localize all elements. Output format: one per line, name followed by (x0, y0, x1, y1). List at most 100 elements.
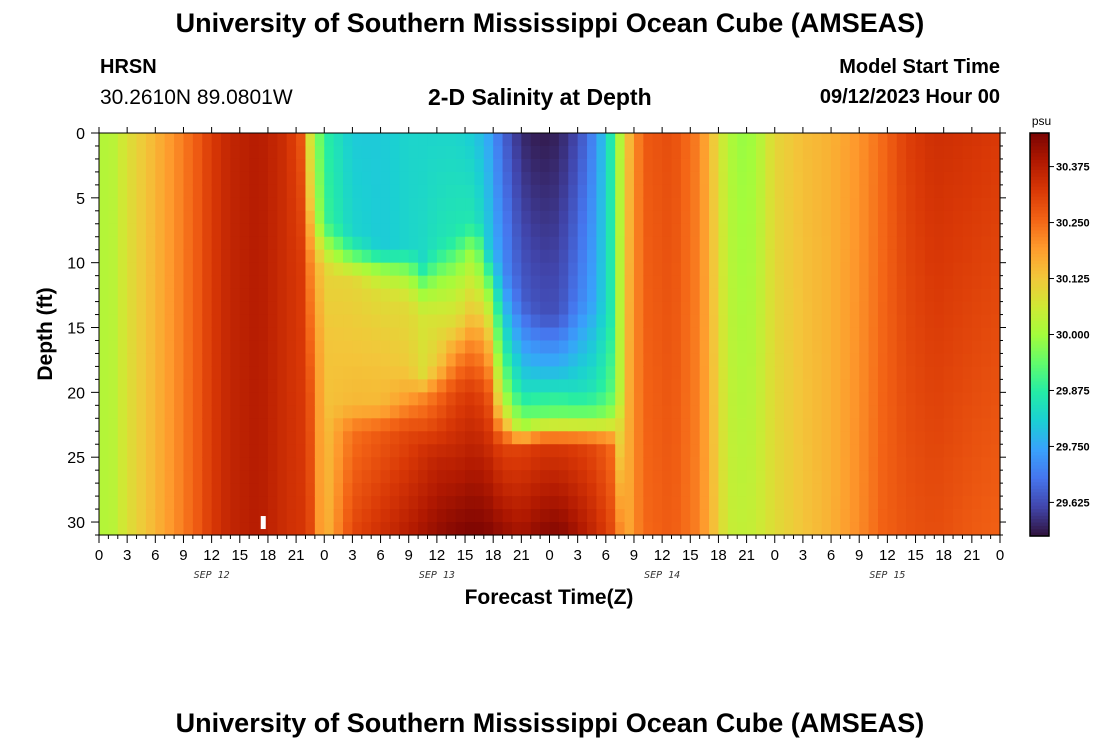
heatmap-cell (633, 184, 644, 199)
heatmap-cell (305, 353, 316, 368)
heatmap-cell (690, 483, 701, 497)
heatmap-cell (521, 327, 532, 342)
heatmap-cell (352, 522, 363, 536)
heatmap-cell (483, 353, 494, 368)
heatmap-cell (540, 288, 551, 303)
heatmap-cell (906, 184, 917, 199)
heatmap-cell (755, 509, 766, 523)
heatmap-cell (502, 483, 513, 497)
heatmap-cell (446, 470, 457, 484)
x-tick-label: 15 (457, 547, 474, 564)
heatmap-cell (483, 392, 494, 406)
heatmap-cell (239, 288, 250, 303)
heatmap-cell (174, 405, 185, 419)
heatmap-cell (493, 158, 504, 173)
heatmap-cell (793, 158, 804, 173)
heatmap-cell (718, 509, 729, 523)
heatmap-cell (981, 340, 992, 355)
heatmap-cell (371, 133, 382, 147)
heatmap-cell (455, 171, 466, 186)
heatmap-cell (596, 288, 607, 303)
heatmap-cell (802, 431, 813, 445)
x-tick-label: 21 (964, 547, 981, 564)
heatmap-cell (887, 301, 898, 316)
heatmap-cell (802, 379, 813, 393)
heatmap-cell (408, 509, 419, 523)
heatmap-cell (474, 522, 485, 536)
heatmap-cell (615, 470, 626, 484)
heatmap-cell (436, 366, 447, 380)
heatmap-cell (962, 470, 973, 484)
heatmap-cell (962, 431, 973, 445)
colorbar-segment (1030, 257, 1049, 262)
heatmap-cell (633, 288, 644, 303)
heatmap-cell (333, 353, 344, 368)
heatmap-cell (755, 133, 766, 147)
heatmap-cell (924, 262, 935, 277)
heatmap-cell (802, 418, 813, 432)
heatmap-cell (746, 444, 757, 458)
heatmap-cell (831, 509, 842, 523)
heatmap-cell (962, 509, 973, 523)
heatmap-cell (596, 236, 607, 251)
heatmap-cell (727, 262, 738, 277)
heatmap-cell (887, 171, 898, 186)
heatmap-cell (652, 171, 663, 186)
heatmap-cell (615, 457, 626, 471)
heatmap-cell (605, 158, 616, 173)
heatmap-cell (765, 145, 776, 160)
heatmap-cell (840, 275, 851, 290)
heatmap-cell (765, 275, 776, 290)
heatmap-cell (558, 288, 569, 303)
heatmap-cell (699, 444, 710, 458)
heatmap-cell (812, 314, 823, 329)
heatmap-cell (371, 184, 382, 199)
heatmap-cell (305, 314, 316, 329)
heatmap-cell (849, 340, 860, 355)
heatmap-cell (117, 275, 128, 290)
heatmap-cell (361, 288, 372, 303)
heatmap-cell (493, 457, 504, 471)
heatmap-cell (549, 275, 560, 290)
heatmap-cell (924, 145, 935, 160)
heatmap-cell (849, 522, 860, 536)
heatmap-cell (802, 444, 813, 458)
heatmap-cell (324, 133, 335, 147)
heatmap-cell (727, 145, 738, 160)
heatmap-cell (652, 262, 663, 277)
heatmap-cell (784, 405, 795, 419)
heatmap-cell (812, 327, 823, 342)
heatmap-cell (540, 431, 551, 445)
heatmap-cell (690, 392, 701, 406)
heatmap-cell (127, 133, 138, 147)
heatmap-cell (690, 353, 701, 368)
heatmap-cell (221, 483, 231, 497)
heatmap-cell (249, 353, 260, 368)
heatmap-cell (765, 327, 776, 342)
heatmap-cell (361, 236, 372, 251)
heatmap-cell (314, 249, 325, 264)
heatmap-cell (333, 405, 344, 419)
heatmap-cell (108, 158, 119, 173)
heatmap-cell (624, 327, 635, 342)
heatmap-cell (286, 210, 297, 225)
heatmap-cell (192, 444, 203, 458)
heatmap-cell (971, 496, 982, 510)
heatmap-cell (164, 392, 175, 406)
heatmap-cell (333, 133, 344, 147)
colorbar-segment (1030, 270, 1049, 275)
heatmap-cell (699, 262, 710, 277)
heatmap-cell (511, 483, 522, 497)
heatmap-cell (765, 379, 776, 393)
heatmap-cell (784, 197, 795, 212)
heatmap-cell (239, 262, 250, 277)
heatmap-cell (164, 340, 175, 355)
heatmap-cell (202, 288, 213, 303)
heatmap-cell (296, 158, 307, 173)
colorbar-segment (1030, 529, 1049, 534)
heatmap-cell (305, 184, 316, 199)
heatmap-cell (784, 483, 795, 497)
heatmap-cell (474, 249, 485, 264)
heatmap-cell (680, 314, 691, 329)
heatmap-cell (521, 496, 532, 510)
